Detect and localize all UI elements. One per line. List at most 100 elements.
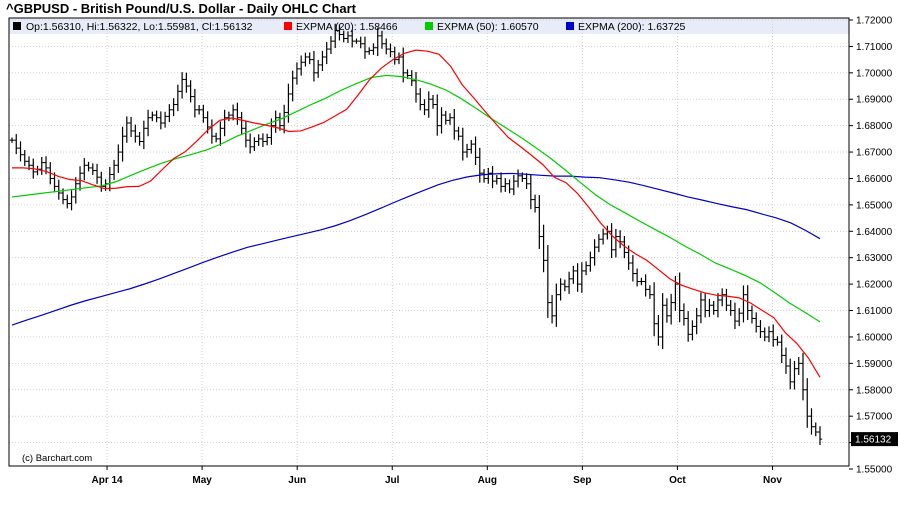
ohlc-bar [260,133,266,148]
ohlc-bar [545,245,551,318]
ohlc-bar [73,177,78,204]
legend-ema20-text: EXPMA (20): 1.58466 [296,21,398,33]
ohlc-bar [315,59,321,78]
ohlc-bar [528,174,534,210]
ohlc-bar [171,98,176,117]
ohlc-bar [630,255,636,282]
ohlc-bar [379,30,385,49]
ohlc-bar [515,169,521,188]
y-tick-label: 1.68000 [856,121,893,132]
y-tick-label: 1.59000 [856,359,893,370]
ohlc-bar [537,195,542,249]
ema200-line [11,172,821,326]
ema20-line [12,49,821,378]
ohlc-bar [162,111,168,128]
ohlc-bar [668,293,674,325]
x-tick-label: Jun [288,475,306,486]
ohlc-bar [281,104,287,134]
ohlc-bar [179,72,185,99]
ohlc-bar [664,298,670,323]
ohlc-bar [575,263,580,292]
ohlc-bar [481,168,487,183]
ohlc-bar [524,173,529,190]
ohlc-bar [303,52,308,67]
last-price-box [851,432,898,447]
ohlc-bar [596,234,602,253]
ohlc-bar [154,110,159,123]
ohlc-bar [307,52,312,65]
ohlc-bar [39,156,44,175]
ohlc-bar [805,378,810,428]
y-tick-label: 1.71000 [856,42,893,53]
ohlc-bar [456,126,461,141]
ohlc-bar [337,24,342,41]
ohlc-bar [613,228,619,258]
ohlc-bar [218,121,223,146]
ohlc-bar [247,133,253,154]
x-tick-labels: Apr 14 May Jun Jul Aug Sep Oct Nov [91,466,782,486]
ohlc-bar [111,159,117,180]
ohlc-bar [800,352,806,401]
ohlc-bar [592,239,597,266]
legend-swatch-ema20 [284,22,292,30]
ohlc-bar [290,70,295,102]
ohlc-bar [643,274,648,297]
x-tick-label: Jul [385,475,400,486]
ohlc-bar [277,112,283,131]
ohlc-bar [622,236,627,259]
ohlc-bar [141,120,147,150]
ohlc-bar [124,116,130,143]
ohlc-bar [651,282,657,337]
ohlc-bar [588,251,593,272]
ohlc-bar [413,72,419,103]
ohlc-bar [443,110,448,125]
ema50-line [11,74,821,323]
ohlc-bar [371,43,376,55]
ohlc-bar [150,111,155,122]
ohlc-bar [230,104,236,121]
ohlc-bar [737,308,742,327]
ohlc-bar [660,293,665,350]
y-tick-label: 1.57000 [856,412,893,423]
ohlc-bar [324,41,329,65]
ohlc-bar [9,137,15,143]
ohlc-bar [549,294,555,324]
ohlc-bar [783,347,789,374]
ohlc-bar [120,126,125,162]
ohlc-bar [145,109,151,137]
ohlc-bar [447,113,453,125]
ohlc-bar [724,288,729,312]
ohlc-bar [426,91,431,118]
ohlc-bar [477,147,482,183]
y-tick-label: 1.58000 [856,385,893,396]
ohlc-bar [226,111,232,122]
ohlc-bar [788,358,793,390]
ohlc-bar [711,301,716,315]
ohlc-bar [86,161,91,172]
y-tick-label: 1.70000 [856,68,893,79]
ohlc-bar [192,88,198,118]
ohlc-bar [298,55,304,76]
ohlc-bar [639,277,644,286]
legend-ema200-text: EXPMA (200): 1.63725 [578,21,686,33]
ohlc-bar [498,172,504,193]
ohlc-bar [362,36,368,59]
y-tick-label: 1.72000 [856,16,893,27]
ohlc-bar [201,104,206,123]
ohlc-bar [294,62,300,85]
ohlc-bar [766,326,772,343]
ohlc-bar [792,360,797,390]
ohlc-bar [167,104,172,123]
ohlc-bar [690,320,695,341]
ohlc-bar [741,285,746,323]
ohlc-bar [286,83,291,123]
ohlc-bar [809,408,814,435]
ohlc-bar [583,261,589,276]
ohlc-bar [188,80,193,103]
ohlc-bar [460,127,465,161]
ohlc-bar [422,99,427,116]
ohlc-bar [562,279,568,292]
ohlc-bar [333,23,338,48]
ohlc-bar [494,175,499,185]
